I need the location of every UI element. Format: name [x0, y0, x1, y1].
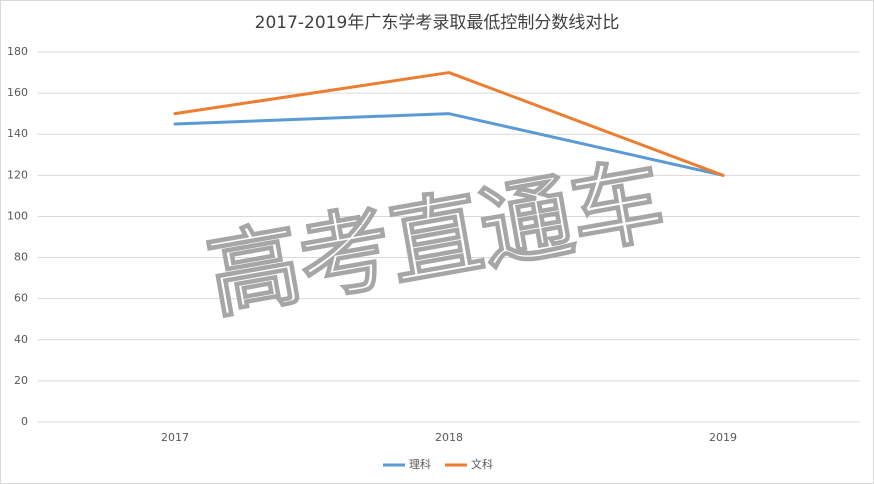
y-tick-label: 60 [14, 292, 28, 305]
y-tick-label: 0 [21, 415, 28, 428]
y-tick-label: 160 [7, 86, 28, 99]
data-line [173, 71, 725, 177]
data-line [173, 112, 725, 177]
x-tick-label: 2018 [435, 431, 463, 444]
y-tick-label: 140 [7, 127, 28, 140]
x-tick-label: 2019 [709, 431, 737, 444]
legend-label: 理科 [409, 457, 431, 471]
y-tick-label: 40 [14, 333, 28, 346]
y-tick-label: 120 [7, 168, 28, 181]
legend-label: 文科 [471, 457, 493, 471]
y-tick-label: 80 [14, 251, 28, 264]
chart-title: 2017-2019年广东学考录取最低控制分数线对比 [255, 13, 620, 33]
x-tick-label: 2017 [161, 431, 189, 444]
y-tick-label: 20 [14, 374, 28, 387]
y-tick-label: 100 [7, 209, 28, 222]
y-tick-label: 180 [7, 45, 28, 58]
